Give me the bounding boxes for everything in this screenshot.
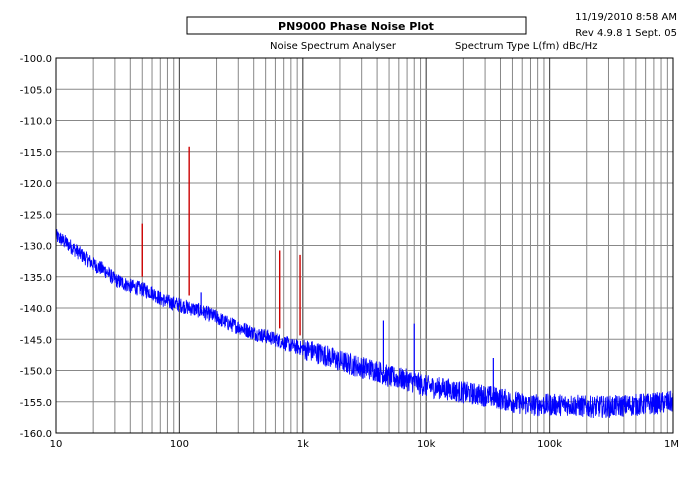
chart-subtitle: Noise Spectrum Analyser — [270, 41, 397, 52]
noise-trace — [55, 229, 674, 419]
y-tick-label: -115.0 — [20, 148, 52, 159]
plot-frame — [55, 57, 674, 434]
y-tick-label: -160.0 — [20, 429, 52, 440]
x-tick-label: 10 — [50, 439, 63, 450]
y-tick-label: -125.0 — [20, 210, 52, 221]
title-box — [186, 16, 527, 35]
spectrum-type-label: Spectrum Type L(fm) dBc/Hz — [455, 41, 597, 52]
x-tick-label: 100k — [537, 439, 562, 450]
y-tick-label: -105.0 — [20, 85, 52, 96]
y-tick-label: -155.0 — [20, 398, 52, 409]
chart-title: PN9000 Phase Noise Plot — [278, 20, 434, 33]
y-tick-label: -110.0 — [20, 117, 52, 128]
x-tick-label: 10k — [417, 439, 436, 450]
y-tick-label: -150.0 — [20, 367, 52, 378]
x-tick-label: 100 — [170, 439, 189, 450]
y-axis-ticks: -100.0 -105.0 -110.0 -115.0 -120.0 -125.0 -130… — [20, 54, 52, 440]
date-time: 11/19/2010 8:58 AM — [575, 12, 677, 23]
y-tick-label: -120.0 — [20, 179, 52, 190]
x-axis-ticks: 10 100 1k 10k 100k 1M — [50, 439, 679, 450]
revision-text: Rev 4.9.8 1 Sept. 05 — [575, 28, 677, 39]
y-tick-label: -135.0 — [20, 273, 52, 284]
x-tick-label: 1k — [297, 439, 309, 450]
grid — [55, 57, 674, 434]
traces — [55, 146, 674, 419]
y-tick-label: -145.0 — [20, 335, 52, 346]
y-tick-label: -100.0 — [20, 54, 52, 65]
y-tick-label: -130.0 — [20, 242, 52, 253]
y-tick-label: -140.0 — [20, 304, 52, 315]
x-tick-label: 1M — [664, 439, 679, 450]
